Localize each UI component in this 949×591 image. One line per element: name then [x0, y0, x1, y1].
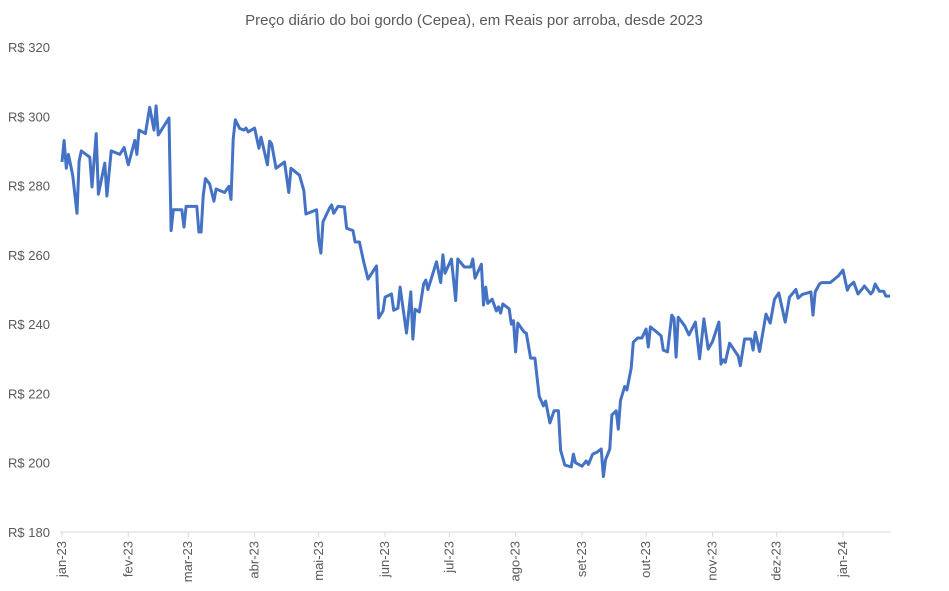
y-tick-label: R$ 300 [8, 109, 50, 124]
x-tick-label: jul-23 [441, 541, 456, 574]
x-tick-label: out-23 [638, 541, 653, 578]
x-tick-label: jan-24 [835, 541, 850, 578]
y-tick-label: R$ 180 [8, 525, 50, 540]
y-axis: R$ 180 R$ 200 R$ 220 R$ 240 R$ 260 R$ 280 R$ 3… [8, 40, 50, 540]
x-tick-label: fev-23 [120, 541, 135, 577]
y-tick-label: R$ 220 [8, 386, 50, 401]
x-tick-label: mar-23 [180, 541, 195, 582]
x-tick-label: jun-23 [377, 541, 392, 578]
x-tick-label: set-23 [574, 541, 589, 577]
x-tick-label: mai-23 [311, 541, 326, 581]
y-tick-label: R$ 320 [8, 40, 50, 55]
chart-title: Preço diário do boi gordo (Cepea), em Re… [245, 12, 703, 29]
x-tick-label: jan-23 [54, 541, 69, 578]
series-line-boi-gordo [60, 104, 891, 479]
x-tick-label: nov-23 [704, 541, 719, 581]
x-axis: jan-23 fev-23 mar-23 abr-23 mai-23 jun-23 jul-… [54, 531, 891, 582]
y-tick-label: R$ 200 [8, 456, 50, 471]
y-tick-label: R$ 260 [8, 248, 50, 263]
x-tick-label: abr-23 [247, 541, 262, 579]
x-tick-label: dez-23 [769, 541, 784, 581]
y-tick-label: R$ 240 [8, 317, 50, 332]
x-tick-label: ago-23 [508, 541, 523, 581]
y-tick-label: R$ 280 [8, 179, 50, 194]
